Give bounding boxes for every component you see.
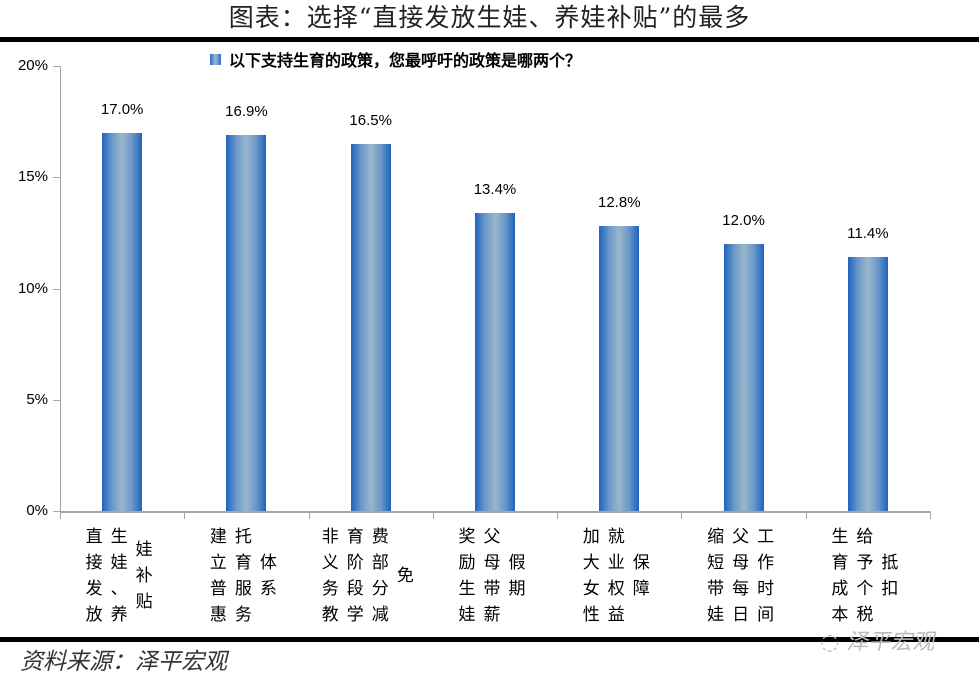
x-label-column: 非义务教 [321, 527, 339, 625]
x-label-column: 抵扣 [881, 553, 899, 599]
x-tick [681, 511, 683, 519]
bar [599, 226, 640, 511]
bar-value-label: 12.0% [722, 212, 765, 229]
x-tick [930, 511, 931, 519]
x-category-label: 生育成本给予个税抵扣 [830, 524, 899, 628]
bar [350, 143, 391, 511]
y-tick [53, 177, 60, 179]
legend: 以下支持生育的政策，您最呼吁的政策是哪两个？ [210, 46, 581, 72]
x-label-column: 缩短带娃 [707, 527, 725, 625]
x-label-column: 生娃、养 [110, 527, 128, 625]
bottom-rule [0, 637, 979, 642]
bar-value-label: 17.0% [100, 100, 144, 118]
watermark-text: 泽平宏观 [846, 630, 935, 655]
bar-value-label: 11.4% [847, 225, 889, 243]
x-label-column: 父母每日 [732, 527, 750, 625]
x-label-column: 给予个税 [856, 527, 874, 625]
x-axis [60, 511, 930, 513]
y-tick-label: 20% [17, 57, 48, 74]
legend-label: 以下支持生育的政策，您最呼吁的政策是哪两个？ [229, 51, 582, 70]
x-label-column: 娃补贴 [135, 540, 153, 612]
x-label-column: 工作时间 [757, 527, 775, 625]
source-note: 资料来源：泽平宏观 [20, 649, 227, 675]
x-tick [184, 511, 186, 519]
bar-value-label: 12.8% [598, 194, 641, 212]
x-label-column: 费部分减 [371, 527, 389, 625]
x-category-label: 直接发放生娃、养娃补贴 [85, 524, 154, 628]
x-label-column: 奖励生娃 [458, 527, 476, 625]
y-tick-label: 0% [26, 502, 48, 519]
bar [475, 212, 515, 511]
x-label-column: 建立普惠 [209, 527, 227, 625]
chart-title: 图表：选择“直接发放生娃、养娃补贴”的最多 [228, 3, 751, 32]
bar [226, 134, 267, 511]
x-label-column: 体系 [259, 553, 277, 599]
y-tick [53, 288, 60, 290]
x-tick [308, 511, 310, 519]
bar-value-label: 16.5% [349, 111, 392, 129]
x-label-column: 假期 [508, 553, 526, 599]
x-tick [557, 511, 559, 519]
y-axis [60, 66, 61, 511]
x-label-column: 免 [396, 566, 414, 586]
y-tick-label: 5% [26, 390, 48, 408]
y-tick [53, 399, 60, 401]
x-category-label: 建立普惠托育服务体系 [209, 524, 278, 628]
top-rule [0, 37, 979, 42]
y-tick-label: 15% [17, 168, 48, 186]
y-tick [53, 66, 60, 67]
x-label-column: 育阶段学 [346, 527, 364, 625]
bar [723, 244, 764, 511]
y-tick-label: 10% [17, 279, 48, 297]
x-label-column: 托育服务 [234, 527, 252, 625]
x-tick [805, 511, 807, 519]
bar [102, 132, 143, 511]
x-label-column: 直接发放 [85, 527, 103, 625]
wechat-icon: ◌ [820, 630, 847, 655]
x-tick [60, 511, 61, 519]
x-label-column: 保障 [632, 553, 650, 599]
legend-swatch-icon [210, 53, 221, 65]
x-label-column: 就业权益 [607, 527, 625, 625]
plot-area: 0% 5% 10% 15% 20% 17.0% 16.9% 16.5% 13.4% 12.8% 12… [18, 57, 931, 519]
x-label-column: 生育成本 [831, 527, 849, 625]
x-label-column: 加大女性 [582, 527, 600, 625]
x-category-label: 奖励生娃父母带薪假期 [458, 524, 527, 628]
bar [847, 257, 888, 511]
x-tick [432, 511, 434, 519]
x-category-label: 缩短带娃父母每日工作时间 [706, 524, 775, 628]
watermark: ◌ 泽平宏观 [820, 624, 934, 656]
y-tick [53, 511, 60, 512]
bar-value-label: 13.4% [473, 180, 517, 198]
bar-value-label: 16.9% [225, 102, 268, 120]
x-label-column: 父母带薪 [483, 527, 501, 625]
x-category-label: 非义务教育阶段学费部分减免 [321, 524, 415, 628]
x-category-label: 加大女性就业权益保障 [582, 524, 651, 628]
